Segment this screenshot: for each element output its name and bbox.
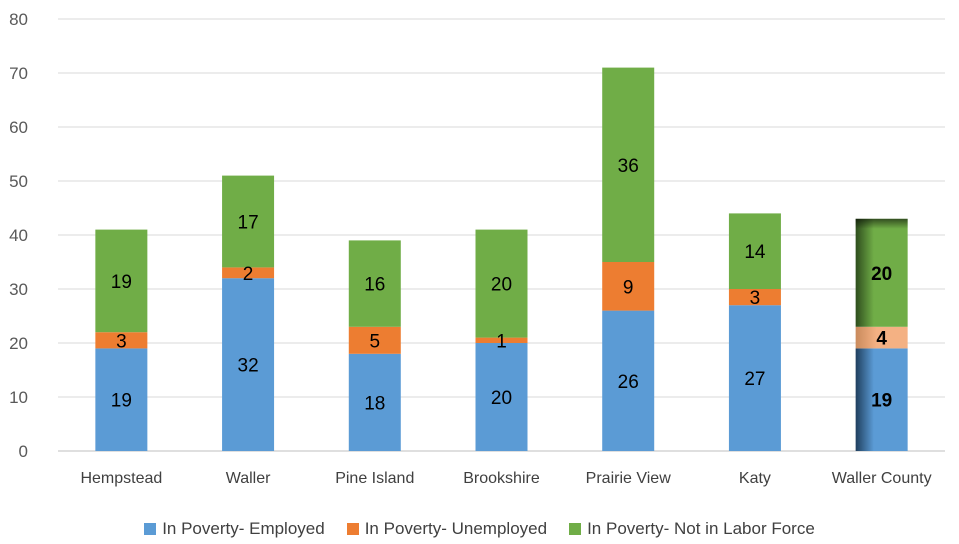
- legend-label: In Poverty- Unemployed: [364, 519, 548, 538]
- data-label: 20: [491, 388, 512, 409]
- y-tick-label: 40: [9, 226, 28, 245]
- data-label: 16: [364, 275, 385, 296]
- legend-label: In Poverty- Not in Labor Force: [587, 519, 815, 538]
- x-tick-label: Hempstead: [80, 470, 162, 487]
- data-label: 1: [496, 331, 507, 352]
- bar-segment: [855, 326, 908, 349]
- y-tick-label: 80: [9, 10, 28, 29]
- stacked-bar-chart: 0 10 20 30 40 50 60 70 80 19 3 19 32 2 17 18 5 16 20 1 20 26…: [9, 10, 945, 487]
- bar-segment: [222, 175, 275, 268]
- bar-top-shadow: [855, 218, 908, 229]
- data-label: 17: [238, 213, 259, 234]
- bars: [95, 67, 908, 451]
- data-label: 36: [618, 156, 639, 177]
- x-tick-label: Waller County: [832, 470, 932, 487]
- x-tick-label: Katy: [739, 470, 771, 487]
- x-tick-label: Prairie View: [586, 470, 672, 487]
- data-label: 3: [750, 288, 761, 309]
- bar-segment: [348, 326, 401, 354]
- data-label: 14: [744, 242, 766, 263]
- x-tick-label: Waller: [226, 470, 271, 487]
- legend-swatch: [346, 523, 359, 535]
- bar-segment: [222, 267, 275, 279]
- y-tick-label: 20: [9, 334, 28, 353]
- y-tick-label: 30: [9, 280, 28, 299]
- bar-segment: [475, 337, 528, 343]
- data-label: 20: [871, 264, 892, 285]
- bar-segment: [855, 218, 908, 327]
- bar-segment: [95, 348, 148, 451]
- x-tick-label: Pine Island: [335, 470, 414, 487]
- bar-segment: [602, 262, 655, 311]
- legend-label: In Poverty- Employed: [162, 519, 325, 538]
- bar-segment: [728, 289, 781, 306]
- data-label: 20: [491, 275, 512, 296]
- y-tick-label: 10: [9, 388, 28, 407]
- legend-item: In Poverty- Unemployed: [346, 519, 548, 539]
- data-label: 2: [243, 264, 254, 285]
- data-label: 27: [744, 369, 765, 390]
- legend-item: In Poverty- Employed: [144, 519, 325, 539]
- data-label: 4: [876, 329, 887, 350]
- legend-swatch: [569, 523, 582, 535]
- x-axis-tick-labels: Hempstead Waller Pine Island Brookshire Prai…: [80, 470, 931, 487]
- y-tick-label: 50: [9, 172, 28, 191]
- legend: In Poverty- Employed In Poverty- Unemploy…: [0, 519, 959, 539]
- bar-segment: [95, 332, 148, 349]
- bar-segment: [222, 278, 275, 451]
- y-tick-label: 0: [19, 442, 28, 461]
- x-tick-label: Brookshire: [463, 470, 540, 487]
- data-label: 18: [364, 393, 385, 414]
- data-label: 9: [623, 277, 634, 298]
- data-label: 3: [116, 331, 127, 352]
- bar-segment: [348, 240, 401, 327]
- bar-segment: [728, 213, 781, 289]
- bar-segment: [855, 348, 908, 451]
- bar-segment: [602, 310, 655, 451]
- data-label: 32: [238, 356, 259, 377]
- y-axis-tick-labels: 0 10 20 30 40 50 60 70 80: [9, 10, 28, 461]
- data-label: 5: [369, 331, 380, 352]
- y-tick-label: 60: [9, 118, 28, 137]
- legend-item: In Poverty- Not in Labor Force: [569, 519, 815, 539]
- bar-segment: [95, 229, 148, 333]
- data-label: 19: [111, 391, 132, 412]
- bar-segment: [475, 229, 528, 338]
- data-label: 26: [618, 372, 639, 393]
- bar-segment: [602, 67, 655, 262]
- bar-segment: [475, 343, 528, 451]
- bar-segment: [348, 353, 401, 451]
- data-labels: 19 3 19 32 2 17 18 5 16 20 1 20 26 9 36 27 3 14 19 4 20: [111, 156, 892, 415]
- bar-segment: [728, 305, 781, 451]
- data-label: 19: [111, 272, 132, 293]
- y-tick-label: 70: [9, 64, 28, 83]
- data-label: 19: [871, 391, 892, 412]
- legend-swatch: [144, 523, 157, 535]
